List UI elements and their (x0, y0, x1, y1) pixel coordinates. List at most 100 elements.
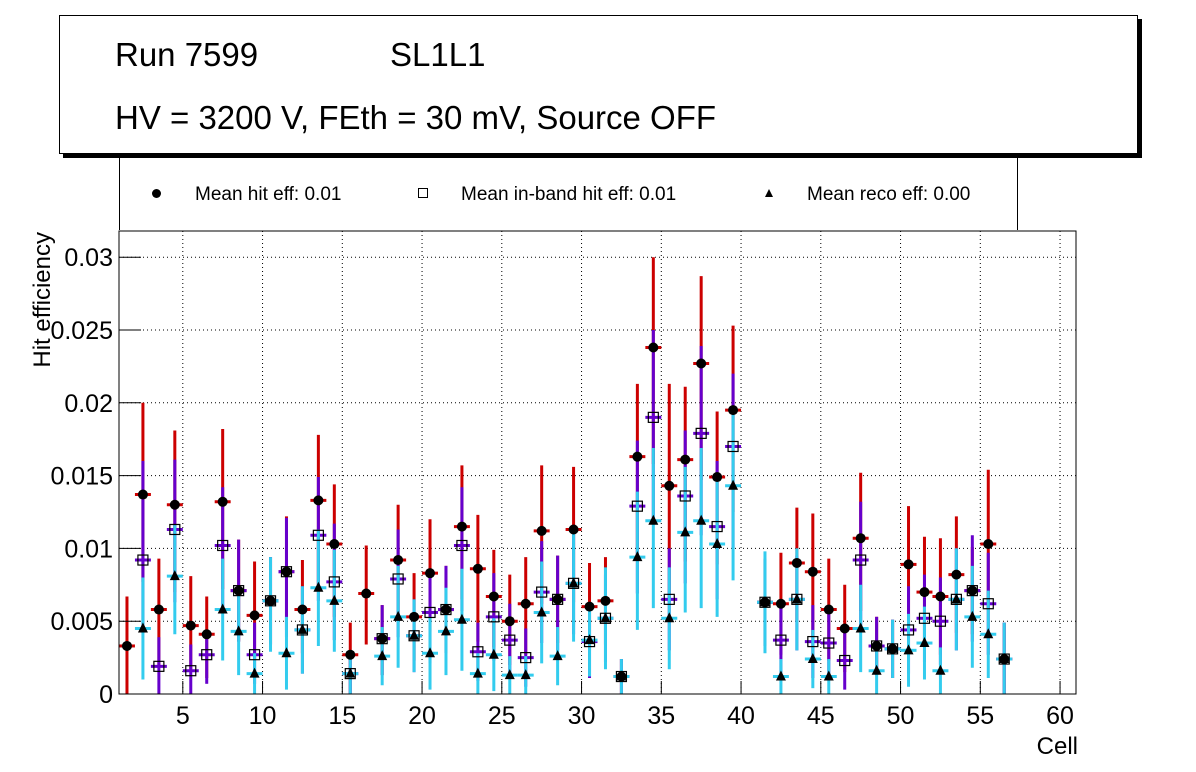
hit-eff-point (425, 568, 436, 579)
reco-eff-point (967, 610, 978, 621)
hit-eff-point (600, 595, 611, 606)
reco-eff-point (759, 596, 770, 607)
reco-eff-point (281, 647, 292, 658)
x-tick-label: 45 (807, 702, 835, 730)
reco-eff-point (855, 622, 866, 633)
reco-eff-point (680, 526, 691, 537)
reco-eff-point (377, 650, 388, 661)
reco-eff-point (472, 667, 483, 678)
inband-eff-point (424, 606, 436, 619)
legend-label-reco: Mean reco eff: 0.00 (807, 184, 971, 205)
inband-eff-point (727, 440, 739, 453)
inband-eff-point (711, 520, 723, 533)
hit-eff-point (871, 640, 882, 651)
inband-eff-point (233, 585, 245, 597)
reco-eff-point (871, 664, 882, 675)
hit-eff-point (935, 591, 946, 602)
hit-eff-point (153, 604, 164, 615)
hit-eff-point (217, 496, 228, 507)
reco-eff-point (345, 667, 356, 678)
reco-eff-point (903, 644, 914, 655)
x-tick-label: 35 (647, 702, 675, 730)
inband-eff-point (902, 624, 915, 636)
inband-eff-point (248, 649, 261, 661)
hit-eff-point (201, 629, 212, 640)
inband-eff-point (456, 539, 468, 552)
reco-eff-point (791, 593, 802, 604)
inband-eff-point (504, 634, 516, 646)
markers (121, 342, 1010, 683)
reco-eff-point (329, 594, 340, 605)
legend-marker-triangle-icon (765, 189, 773, 197)
hit-eff-point (967, 585, 978, 596)
inband-eff-point (472, 646, 484, 658)
reco-eff-point (249, 667, 260, 678)
title-box: Run 7599 SL1L1 HV = 3200 V, FEth = 30 mV… (59, 15, 1138, 154)
reco-eff-point (632, 551, 643, 562)
hit-eff-point (393, 555, 404, 566)
hit-eff-point (504, 616, 515, 627)
inband-eff-point (153, 660, 165, 672)
hit-eff-point (185, 620, 196, 631)
y-tick-label: 0.02 (64, 390, 113, 418)
inband-eff-point (918, 612, 931, 624)
legend-marker-square-icon (418, 188, 428, 198)
inband-eff-point (440, 603, 452, 616)
inband-eff-point (185, 665, 197, 677)
hit-eff-point (839, 623, 850, 634)
hit-eff-point (345, 649, 356, 660)
hit-eff-point (137, 489, 148, 500)
x-tick-labels: 5 10 15 20 25 30 35 40 45 50 55 60 (176, 702, 1074, 730)
hit-eff-point (983, 539, 994, 550)
reco-eff-point (217, 603, 228, 614)
inband-eff-point (807, 635, 819, 648)
hit-eff-point (488, 591, 499, 602)
reco-eff-point (169, 570, 180, 581)
inband-eff-point (552, 593, 564, 605)
hit-eff-point (680, 454, 691, 465)
reco-eff-point (488, 648, 499, 659)
reco-eff-point (504, 669, 515, 680)
inband-eff-point (982, 598, 994, 610)
legend-marker-circle-icon (152, 189, 161, 198)
hit-eff-point (664, 480, 675, 491)
hit-eff-point (712, 472, 723, 483)
hit-eff-point (823, 604, 834, 615)
layer-label: SL1L1 (390, 36, 486, 73)
inband-eff-point (934, 615, 947, 627)
reco-eff-point (807, 653, 818, 664)
legend-label-hit: Mean hit eff: 0.01 (195, 184, 342, 205)
reco-eff-point (696, 514, 707, 525)
inband-eff-point (328, 576, 340, 588)
reco-eff-point (616, 670, 627, 681)
hit-eff-point (377, 633, 388, 644)
hit-eff-point (903, 559, 914, 570)
inband-eff-point (871, 640, 883, 652)
reco-eff-point (951, 593, 962, 604)
reco-eff-point (775, 670, 786, 681)
reco-eff-point (664, 612, 675, 623)
inband-eff-point (663, 593, 675, 605)
hit-eff-point (584, 601, 595, 612)
reco-eff-point (552, 650, 563, 661)
x-tick-label: 40 (727, 702, 755, 730)
reco-eff-point (999, 653, 1010, 664)
reco-eff-point (584, 634, 595, 645)
y-tick-label: 0.01 (64, 535, 113, 563)
hit-eff-point (249, 610, 260, 621)
x-tick-label: 30 (568, 702, 596, 730)
inband-eff-point (855, 554, 867, 566)
hit-eff-point (696, 358, 707, 369)
hit-eff-point (281, 566, 292, 577)
y-tick-label: 0.025 (50, 317, 113, 345)
conditions-label: HV = 3200 V, FEth = 30 mV, Source OFF (115, 99, 717, 136)
reco-eff-point (887, 642, 898, 653)
inband-eff-point (392, 573, 404, 585)
inband-eff-point (647, 411, 659, 423)
plot-frame (118, 230, 1077, 695)
reco-eff-point (648, 514, 659, 525)
hit-eff-point (536, 525, 547, 536)
y-tick-labels: 0 0.005 0.01 0.015 0.02 0.025 0.03 (50, 244, 113, 709)
x-tick-label: 15 (328, 702, 356, 730)
